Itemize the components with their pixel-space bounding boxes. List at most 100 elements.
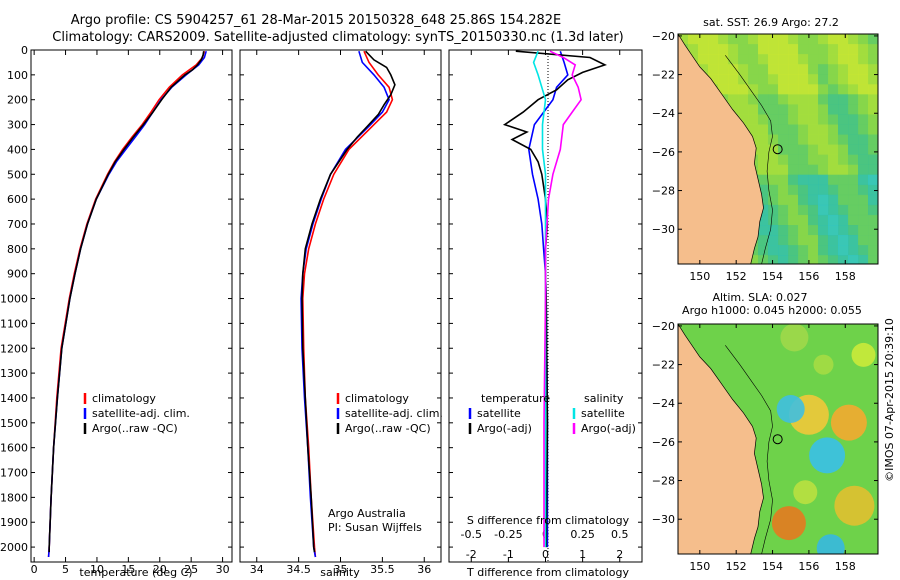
lon-tick-label: 150	[689, 270, 710, 283]
sst-grid-cell	[838, 134, 849, 145]
sst-grid-cell	[768, 74, 779, 85]
sst-grid-cell	[838, 194, 849, 206]
sst-grid-cell	[798, 54, 809, 65]
sst-grid-cell	[678, 34, 689, 45]
sst-grid-cell	[768, 235, 779, 246]
sst-grid-cell	[848, 44, 859, 55]
lon-tick-label: 156	[798, 270, 819, 283]
sst-grid-cell	[758, 34, 769, 45]
sla-anomaly-blob	[771, 506, 806, 541]
sst-grid-cell	[788, 214, 799, 226]
sla-anomaly-blob	[780, 324, 809, 352]
sst-grid-cell	[858, 124, 869, 135]
sst-grid-cell	[808, 134, 819, 145]
lat-tick-label: −28	[652, 475, 675, 488]
sst-grid-cell	[758, 54, 769, 65]
depth-tick-label: 600	[7, 193, 28, 206]
sst-grid-cell	[868, 154, 878, 165]
sst-grid-cell	[828, 34, 839, 45]
sst-grid-cell	[768, 194, 779, 206]
sst-grid-cell	[848, 204, 859, 216]
sst-grid-cell	[818, 34, 829, 45]
sst-grid-cell	[808, 174, 819, 186]
sst-grid-cell	[768, 44, 779, 55]
sst-grid-cell	[808, 255, 819, 264]
sst-grid-cell	[698, 64, 709, 75]
sst-grid-cell	[868, 184, 878, 196]
sst-grid-cell	[838, 184, 849, 196]
sst-grid-cell	[758, 184, 769, 196]
sst-grid-cell	[868, 124, 878, 135]
sst-grid-cell	[758, 144, 769, 155]
sst-map-bathymetry-contour	[725, 55, 773, 264]
sst-grid-cell	[788, 184, 799, 196]
sst-grid-cell	[868, 245, 878, 256]
sst-grid-cell	[868, 104, 878, 115]
temperature-tick-label: 10	[90, 563, 104, 576]
lon-tick-label: 154	[762, 560, 783, 573]
sst-grid-cell	[748, 84, 759, 95]
depth-tick-label: 200	[7, 94, 28, 107]
sst-grid-cell	[828, 84, 839, 95]
sst-grid-cell	[828, 114, 839, 125]
sst-grid-cell	[728, 54, 739, 65]
sla-anomaly-blob	[776, 395, 805, 423]
sst-grid-cell	[808, 64, 819, 75]
sst-grid-cell	[858, 104, 869, 115]
sst-grid-cell	[798, 214, 809, 226]
sst-grid-cell	[728, 104, 739, 115]
sst-grid-cell	[728, 94, 739, 105]
sst-grid-cell	[798, 114, 809, 125]
sst-grid-cell	[778, 255, 789, 264]
imos-timestamp: ©IMOS 07-Apr-2015 20:39:10	[883, 318, 896, 482]
legend-label: satellite-adj. clim.	[345, 407, 443, 420]
sla-map-float-marker	[772, 434, 783, 445]
sst-grid-cell	[838, 84, 849, 95]
header-line1: Argo profile: CS 5904257_61 28-Mar-2015 …	[71, 13, 561, 28]
sla-map-bathymetry-contour	[725, 345, 773, 554]
depth-tick-label: 1900	[0, 516, 28, 529]
sst-grid-cell	[838, 154, 849, 165]
lon-tick-label: 158	[835, 270, 856, 283]
sst-grid-cell	[848, 214, 859, 226]
lon-tick-label: 150	[689, 560, 710, 573]
sst-grid-cell	[858, 214, 869, 226]
temperature-tick-label: 25	[184, 563, 198, 576]
sst-grid-cell	[778, 184, 789, 196]
sst-grid-cell	[788, 174, 799, 186]
sst-grid-cell	[758, 44, 769, 55]
sst-grid-cell	[848, 34, 859, 45]
sst-grid-cell	[858, 204, 869, 216]
sst-grid-cell	[798, 134, 809, 145]
sst-grid-cell	[778, 114, 789, 125]
sst-map-frame	[677, 33, 879, 265]
sst-grid-cell	[828, 94, 839, 105]
t-diff-tick-label: -1	[503, 548, 514, 561]
sst-grid-cell	[818, 44, 829, 55]
sst-grid-cell	[708, 74, 719, 85]
sst-grid-cell	[828, 134, 839, 145]
sst-grid-cell	[868, 144, 878, 155]
sst-grid-cell	[868, 174, 878, 186]
sst-grid-cell	[818, 255, 829, 264]
lon-tick-label: 158	[835, 560, 856, 573]
series-line-argo-raw-qc-	[301, 50, 396, 553]
lat-tick-label: −24	[652, 107, 675, 120]
sst-grid-cell	[868, 235, 878, 246]
sst-grid-cell	[738, 34, 749, 45]
sst-map-title: sat. SST: 26.9 Argo: 27.2	[703, 16, 839, 29]
sst-grid-cell	[838, 74, 849, 85]
sst-grid-cell	[708, 34, 719, 45]
sst-grid-cell	[848, 84, 859, 95]
depth-tick-label: 300	[7, 119, 28, 132]
sst-grid-cell	[858, 34, 869, 45]
temperature-xlabel: temperature (deg C)	[79, 566, 192, 579]
sst-grid-cell	[818, 245, 829, 256]
sst-grid-cell	[768, 94, 779, 105]
sst-grid-cell	[828, 174, 839, 186]
sst-grid-cell	[818, 134, 829, 145]
sst-grid-cell	[868, 114, 878, 125]
sst-grid-cell	[868, 74, 878, 85]
sst-grid-cell	[808, 154, 819, 165]
sst-grid-cell	[798, 64, 809, 75]
